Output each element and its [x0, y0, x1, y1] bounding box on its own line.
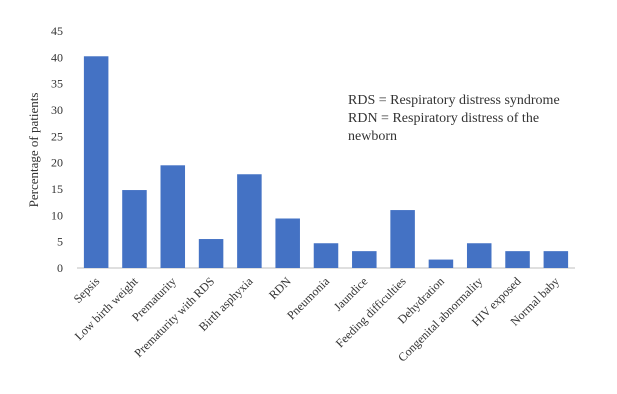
x-tick-label: Sepsis	[71, 274, 103, 306]
x-tick-label: Pneumonia	[284, 274, 333, 323]
bar	[390, 210, 415, 268]
bar	[83, 56, 109, 268]
y-tick-label: 40	[51, 50, 63, 64]
y-tick-label: 20	[51, 156, 63, 170]
y-tick-label: 0	[57, 261, 63, 275]
y-tick-label: 45	[51, 24, 63, 38]
bar	[160, 165, 186, 268]
y-axis-label: Percentage of patients	[26, 93, 41, 208]
bar	[122, 190, 147, 268]
annotation: RDS = Respiratory distress syndrome	[348, 93, 560, 108]
y-tick-label: 10	[51, 208, 63, 222]
annotation: newborn	[348, 129, 397, 144]
y-tick-label: 35	[51, 77, 63, 91]
bar	[237, 174, 262, 268]
bar	[505, 251, 530, 268]
bar	[275, 218, 300, 268]
annotation: RDN = Respiratory distress of the	[348, 111, 539, 126]
bar	[313, 243, 339, 268]
x-tick-label: Feeding difficulties	[333, 274, 409, 350]
y-tick-label: 15	[51, 182, 63, 196]
bar	[352, 251, 377, 268]
bar	[466, 243, 492, 268]
bar	[198, 239, 224, 268]
y-tick-label: 30	[51, 103, 63, 117]
bar	[428, 259, 454, 268]
x-tick-label: RDN	[266, 274, 294, 302]
bar	[543, 251, 569, 268]
y-tick-label: 5	[57, 235, 63, 249]
y-tick-label: 25	[51, 129, 63, 143]
